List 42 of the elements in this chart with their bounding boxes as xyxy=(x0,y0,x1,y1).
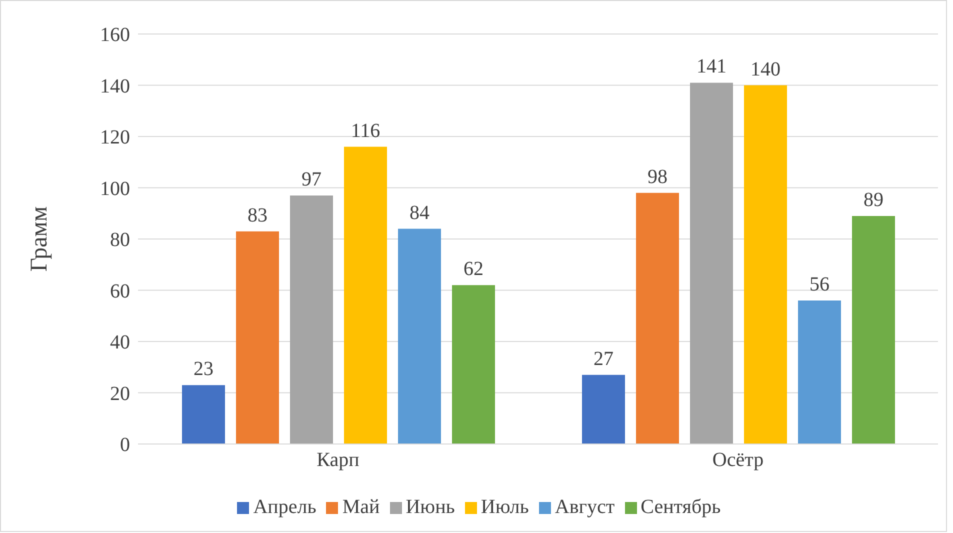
bar xyxy=(290,195,333,444)
data-label: 83 xyxy=(248,204,268,226)
bar xyxy=(744,85,787,444)
x-tick-label: Осётр xyxy=(712,449,764,472)
data-label: 116 xyxy=(350,120,380,142)
bar xyxy=(582,374,625,444)
data-label: 62 xyxy=(464,258,484,280)
y-tick-label: 40 xyxy=(110,332,130,354)
legend-label: Май xyxy=(342,496,380,518)
bar xyxy=(344,146,387,444)
y-tick-label: 100 xyxy=(100,178,130,200)
legend-label: Август xyxy=(554,496,615,518)
y-axis-title: Грамм xyxy=(26,206,53,272)
bar xyxy=(852,216,895,444)
y-tick-label: 160 xyxy=(100,24,130,46)
legend-label: Июль xyxy=(480,496,529,518)
y-tick-label: 20 xyxy=(110,382,130,405)
data-label: 27 xyxy=(594,348,614,370)
data-label: 56 xyxy=(810,274,830,296)
data-label: 84 xyxy=(410,202,430,224)
bar xyxy=(398,228,441,444)
bar xyxy=(690,82,733,444)
x-tick-label: Карп xyxy=(316,449,360,472)
bar xyxy=(236,231,279,444)
legend-label: Июнь xyxy=(406,496,455,518)
bar xyxy=(182,385,225,444)
data-label: 23 xyxy=(194,358,214,380)
data-label: 141 xyxy=(696,56,726,78)
y-tick-label: 0 xyxy=(120,434,130,456)
data-label: 89 xyxy=(864,188,884,211)
bar xyxy=(636,192,679,444)
bar xyxy=(452,285,495,444)
data-label: 97 xyxy=(302,168,322,190)
y-tick-label: 80 xyxy=(110,229,130,252)
y-tick-label: 120 xyxy=(100,126,130,149)
legend-label: Апрель xyxy=(253,496,316,518)
bar xyxy=(798,300,841,444)
data-label: 98 xyxy=(648,166,668,188)
legend-label: Сентябрь xyxy=(640,496,721,518)
y-tick-label: 60 xyxy=(110,280,130,302)
y-tick-label: 140 xyxy=(100,75,130,98)
data-label: 140 xyxy=(750,58,780,80)
